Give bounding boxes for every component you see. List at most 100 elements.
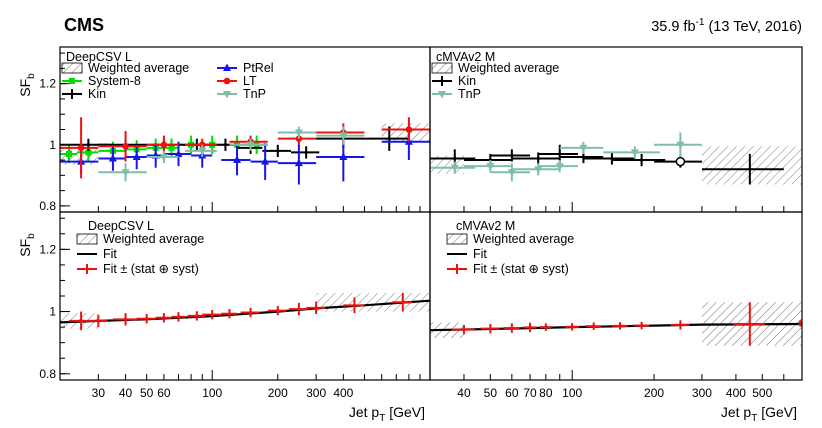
x-tick-label: 200	[268, 386, 288, 400]
marker-triangle-up	[174, 149, 183, 157]
marker-point	[86, 143, 90, 147]
marker-point	[798, 321, 802, 325]
marker-point	[592, 324, 596, 328]
marker-point	[123, 317, 128, 321]
marker-point	[227, 312, 232, 316]
marker-point	[387, 137, 391, 141]
plot-area-bottom-left	[60, 292, 430, 331]
marker-square	[168, 144, 175, 151]
x-tick-label: 400	[333, 386, 353, 400]
x-tick-label: 30	[92, 386, 106, 400]
svg-text:SFb: SFb	[17, 233, 37, 257]
marker-triangle-down	[438, 91, 446, 99]
marker-point	[79, 319, 83, 323]
legend-label: Weighted average	[103, 232, 204, 246]
marker-point	[70, 92, 74, 96]
x-tick-label: 300	[306, 386, 326, 400]
marker-square	[66, 150, 73, 157]
legend-label: Weighted average	[458, 61, 559, 75]
legend-entry: TnP	[217, 87, 266, 101]
legend-label: Weighted average	[88, 61, 189, 75]
marker-open-circle	[675, 156, 686, 167]
marker-circle	[160, 141, 168, 149]
legend-label: Fit ± (stat ⊕ syst)	[473, 262, 569, 276]
panel-frame	[429, 211, 803, 381]
marker-point	[510, 326, 514, 330]
marker-point	[488, 327, 492, 331]
marker-triangle-down	[246, 141, 255, 150]
plot-area-bottom-right	[430, 302, 802, 346]
marker-point	[162, 316, 166, 320]
marker-point	[453, 156, 457, 161]
y-axis-label-top: SFb	[17, 73, 37, 97]
marker-triangle-down	[507, 169, 516, 177]
experiment-label: CMS	[64, 15, 104, 35]
x-tick-label: 50	[140, 386, 154, 400]
marker-point	[558, 152, 562, 156]
svg-text:SFb: SFb	[17, 73, 37, 97]
legend-label: Fit ± (stat ⊕ syst)	[103, 262, 199, 276]
legend-label: Kin	[458, 74, 476, 88]
marker-point	[640, 158, 644, 162]
x-tick-label: 40	[457, 386, 471, 400]
marker-point	[748, 167, 752, 171]
marker-triangle-down	[534, 166, 543, 174]
marker-point	[536, 156, 540, 161]
y-tick-label: 1.2	[39, 77, 56, 91]
lumi-exponent: -1	[696, 17, 705, 28]
legend-entry: Weighted average	[431, 61, 559, 75]
legend-entry: TnP	[432, 87, 481, 101]
panel-bottom-left: 0.8 1 1.2 30 40 50 60 100 200 300 400 DeepCSV LWeig…	[39, 211, 431, 400]
marker-triangle-down	[121, 169, 130, 177]
marker-point	[401, 300, 405, 304]
marker-point	[510, 153, 514, 158]
marker-triangle-down	[676, 141, 685, 150]
legend-entry: Kin	[62, 87, 106, 101]
marker-triangle-down	[159, 154, 168, 162]
y-tick-label: 1.2	[39, 242, 56, 256]
marker-triangle-down	[450, 164, 459, 173]
legend-hatch-swatch	[61, 62, 83, 74]
legend-label: TnP	[458, 87, 481, 101]
marker-triangle-down	[630, 149, 639, 157]
marker-point	[640, 323, 644, 328]
x-tick-label: 40	[119, 386, 133, 400]
marker-square	[69, 78, 75, 84]
hatch-band	[381, 123, 430, 142]
legend-entry: Fit ± (stat ⊕ syst)	[447, 262, 569, 276]
hatch-band	[701, 146, 802, 185]
legend-label: Weighted average	[473, 232, 574, 246]
marker-circle	[223, 77, 231, 85]
luminosity-label: 35.9 fb-1 (13 TeV, 2016)	[651, 17, 802, 35]
marker-point	[85, 267, 89, 271]
legend-label: Fit	[103, 247, 117, 261]
legend-entry: Fit ± (stat ⊕ syst)	[77, 262, 199, 276]
marker-point	[570, 325, 574, 329]
legend-hatch-swatch	[431, 62, 453, 74]
marker-point	[304, 150, 308, 155]
marker-point	[678, 323, 683, 327]
marker-triangle-up	[294, 158, 303, 167]
panel-title: cMVAv2 M	[436, 50, 495, 64]
y-tick-label: 0.8	[39, 199, 56, 213]
y-tick-label: 0.8	[39, 367, 56, 381]
marker-square	[85, 149, 92, 156]
x-tick-label: 80	[539, 386, 553, 400]
panel-title: DeepCSV L	[88, 219, 154, 233]
marker-triangle-down	[486, 163, 495, 171]
legend-label: Fit	[473, 247, 487, 261]
marker-triangle-down	[579, 144, 588, 153]
x-tick-label: 200	[644, 386, 664, 400]
x-tick-label: 500	[752, 386, 772, 400]
marker-point	[276, 309, 280, 313]
marker-triangle-down	[294, 129, 303, 138]
marker-point	[618, 324, 622, 328]
marker-point	[440, 79, 444, 83]
lumi-prefix: 35.9 fb	[651, 19, 695, 35]
legend-label: System-8	[88, 74, 141, 88]
panel-title: DeepCSV L	[66, 50, 132, 64]
marker-point	[176, 315, 181, 319]
y-axis-label-bottom: SFb	[17, 233, 37, 257]
